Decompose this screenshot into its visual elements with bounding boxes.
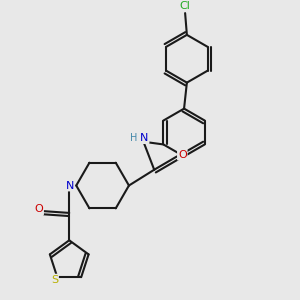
Text: O: O [34,204,43,214]
Text: N: N [66,181,74,190]
Text: N: N [140,133,148,143]
Text: O: O [178,150,187,160]
Text: Cl: Cl [180,1,190,11]
Text: H: H [130,133,137,143]
Text: S: S [51,274,58,285]
